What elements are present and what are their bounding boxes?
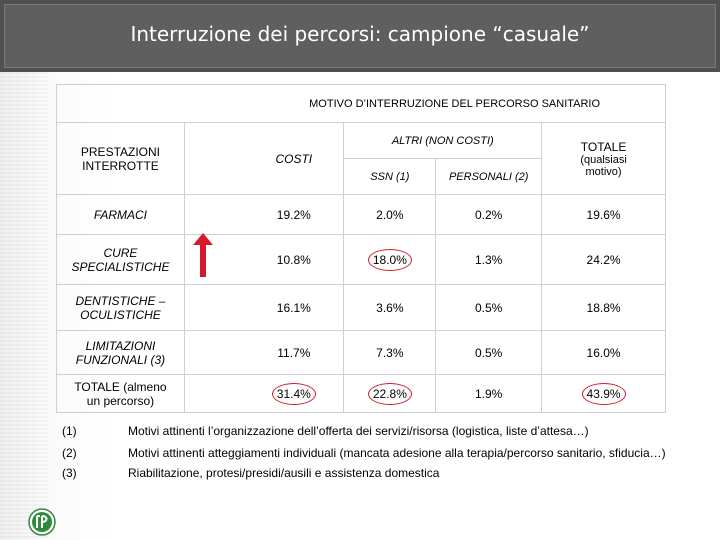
cell-totale: 18.8% <box>541 284 666 331</box>
header-arrow-spacer <box>183 122 245 195</box>
footnote-text: Motivi attinenti l’organizzazione dell’o… <box>128 424 589 438</box>
row-label-text: TOTALE (almeno un percorso) <box>74 379 167 408</box>
cell-ssn: 2.0% <box>343 194 437 235</box>
row-label: LIMITAZIONI FUNZIONALI (3) <box>56 330 185 375</box>
cell-personali: 1.3% <box>435 234 543 285</box>
title-bar-inner <box>4 4 716 68</box>
footnote-number: (1) <box>62 424 77 438</box>
cell-totale: 43.9% <box>541 374 666 413</box>
row-arrow-spacer <box>183 234 245 285</box>
cell-costi: 16.1% <box>244 284 345 331</box>
row-label: CURE SPECIALISTICHE <box>56 234 185 285</box>
row-arrow-spacer <box>183 194 245 235</box>
row-arrow-spacer <box>183 284 245 331</box>
row-label: DENTISTICHE – OCULISTICHE <box>56 284 185 331</box>
title-bar: Interruzione dei percorsi: campione “cas… <box>0 0 720 72</box>
header-totale-line2: (qualsiasi motivo) <box>580 153 627 178</box>
header-altri: ALTRI (NON COSTI) <box>343 122 543 159</box>
header-costi: COSTI <box>244 122 345 195</box>
cell-personali: 0.2% <box>435 194 543 235</box>
cell-totale: 24.2% <box>541 234 666 285</box>
footnote-text: Riabilitazione, protesi/presidi/ausili e… <box>128 466 440 480</box>
page-title: Interruzione dei percorsi: campione “cas… <box>130 22 590 46</box>
table-row: CURE SPECIALISTICHE 10.8% 18.0% 1.3% 24.… <box>56 234 666 285</box>
row-label: FARMACI <box>56 194 185 235</box>
table-row: FARMACI 19.2% 2.0% 0.2% 19.6% <box>56 194 666 235</box>
highlight-circle: 22.8% <box>367 382 412 405</box>
row-label-text: LIMITAZIONI FUNZIONALI (3) <box>75 338 166 367</box>
header-main: MOTIVO D’INTERRUZIONE DEL PERCORSO SANIT… <box>244 84 667 123</box>
cell-ssn: 3.6% <box>343 284 437 331</box>
table-row: LIMITAZIONI FUNZIONALI (3) 11.7% 7.3% 0.… <box>56 330 666 375</box>
up-arrow-icon <box>193 233 213 277</box>
header-ssn: SSN (1) <box>343 158 437 195</box>
header-totale: TOTALE (qualsiasi motivo) <box>541 122 666 195</box>
row-label-text: CURE SPECIALISTICHE <box>71 245 170 274</box>
row-arrow-spacer <box>183 374 245 413</box>
cell-ssn: 22.8% <box>343 374 437 413</box>
highlight-circle: 18.0% <box>367 248 412 271</box>
corner-cell <box>56 84 245 123</box>
cell-ssn: 18.0% <box>343 234 437 285</box>
header-totale-line1: TOTALE <box>580 139 627 154</box>
cell-costi: 31.4% <box>244 374 345 413</box>
footnote-number: (2) <box>62 446 77 460</box>
cell-ssn: 7.3% <box>343 330 437 375</box>
table-row: DENTISTICHE – OCULISTICHE 16.1% 3.6% 0.5… <box>56 284 666 331</box>
cell-totale: 16.0% <box>541 330 666 375</box>
row-label: TOTALE (almeno un percorso) <box>56 374 185 413</box>
highlight-circle: 43.9% <box>581 382 626 405</box>
cell-costi: 10.8% <box>244 234 345 285</box>
cell-personali: 0.5% <box>435 330 543 375</box>
row-arrow-spacer <box>183 330 245 375</box>
highlight-circle: 31.4% <box>271 382 316 405</box>
table-row: TOTALE (almeno un percorso) 31.4% 22.8% … <box>56 374 666 413</box>
cell-totale: 19.6% <box>541 194 666 235</box>
cell-personali: 1.9% <box>435 374 543 413</box>
header-prestazioni: PRESTAZIONI INTERROTTE <box>56 122 185 195</box>
footnote-number: (3) <box>62 466 77 480</box>
row-label-text: DENTISTICHE – OCULISTICHE <box>75 293 166 322</box>
cell-costi: 19.2% <box>244 194 345 235</box>
cell-personali: 0.5% <box>435 284 543 331</box>
logo-icon <box>28 508 56 536</box>
footnote-text: Motivi attinenti atteggiamenti individua… <box>128 446 666 460</box>
header-prestazioni-label: PRESTAZIONI INTERROTTE <box>80 144 161 173</box>
header-personali: PERSONALI (2) <box>435 158 543 195</box>
interruption-table: MOTIVO D’INTERRUZIONE DEL PERCORSO SANIT… <box>56 84 667 413</box>
cell-costi: 11.7% <box>244 330 345 375</box>
